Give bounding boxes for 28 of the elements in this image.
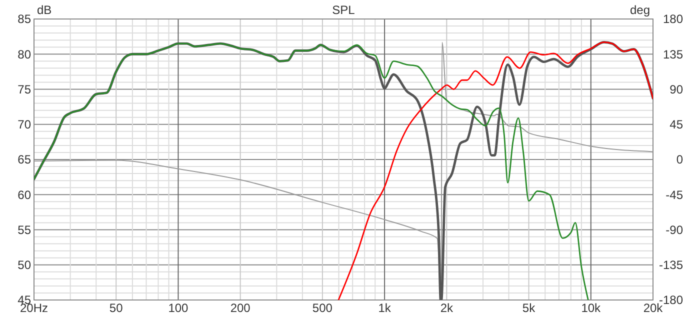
y-axis-title: dB (37, 3, 52, 17)
y2-tick-label: -135 (658, 258, 684, 272)
x-tick-label: 200 (230, 301, 251, 315)
x-tick-label: 100 (168, 301, 189, 315)
y-tick-label: 65 (18, 152, 32, 167)
y-tick-label: 85 (18, 12, 32, 26)
y2-tick-label: 0 (676, 152, 684, 167)
y2-tick-label: -45 (666, 188, 684, 202)
y-tick-label: 70 (18, 118, 32, 132)
y2-tick-label: 135 (662, 47, 684, 62)
x-tick-label: 50 (109, 301, 124, 315)
x-tick-label: 20k (643, 301, 664, 315)
y-tick-label: 80 (18, 47, 32, 62)
y2-tick-label: 90 (670, 82, 684, 96)
y2-tick-label: -90 (666, 222, 684, 237)
y-tick-label: 60 (18, 188, 32, 202)
x-tick-label: 500 (312, 301, 333, 315)
x-tick-label: 10k (581, 301, 602, 315)
y-tick-label: 50 (18, 258, 32, 272)
y-tick-label: 55 (18, 222, 32, 237)
y2-axis-title: deg (630, 3, 650, 17)
x-tick-label: 1k (378, 301, 392, 315)
y-tick-label: 75 (18, 82, 32, 96)
x-tick-label: 5k (522, 301, 536, 315)
chart-title: SPL (332, 3, 356, 17)
x-tick-label: 2k (440, 301, 454, 315)
y2-tick-label: 180 (662, 12, 684, 26)
y2-tick-label: 45 (670, 118, 684, 132)
